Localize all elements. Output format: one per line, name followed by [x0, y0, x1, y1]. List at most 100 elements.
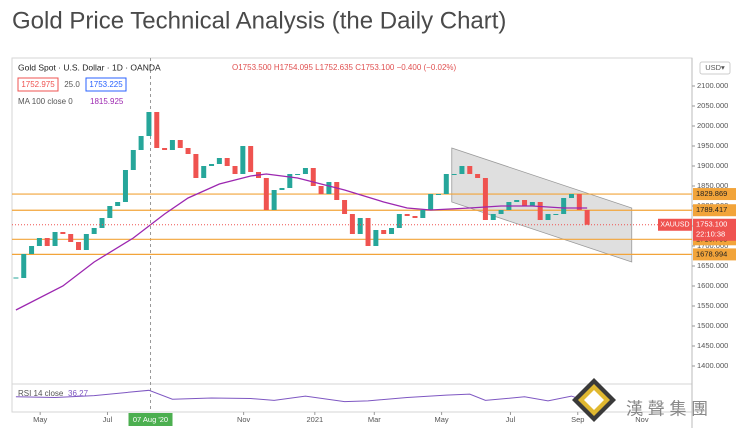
level-tag — [693, 204, 736, 217]
candle — [115, 202, 121, 206]
candle — [76, 242, 82, 250]
x-tick-label: Mar — [368, 415, 381, 424]
y-tick-label: 1450.000 — [697, 341, 728, 350]
candle — [185, 148, 191, 154]
candle — [21, 254, 27, 278]
candle — [169, 140, 175, 150]
watermark: 漢 聲 集 團 — [626, 399, 708, 418]
candle — [224, 158, 230, 166]
candle — [177, 140, 183, 148]
candle — [44, 238, 50, 246]
level-label: 1829.869 — [696, 189, 727, 198]
x-tick-label: Jul — [506, 415, 516, 424]
candle — [287, 174, 293, 188]
candle — [318, 186, 324, 194]
level-tag — [693, 248, 736, 261]
ohlc: O1753.500 H1754.095 L1752.635 C1753.100 … — [232, 63, 457, 72]
bid-box[interactable] — [17, 77, 59, 92]
candle — [522, 200, 528, 206]
logo — [572, 378, 616, 422]
candle — [467, 166, 473, 174]
candle — [381, 230, 387, 234]
candle — [122, 170, 128, 202]
ask: 1753.225 — [89, 80, 123, 89]
candle — [209, 164, 215, 166]
x-tick-label: Sep — [571, 415, 584, 424]
candle — [584, 210, 590, 225]
candle — [412, 216, 418, 218]
candle — [130, 150, 136, 170]
y-tick-label: 1650.000 — [697, 261, 728, 270]
candle — [36, 238, 42, 246]
candle — [568, 194, 574, 198]
ma-value: 1815.925 — [90, 97, 124, 106]
rsi-value: 36.27 — [68, 389, 89, 398]
candle — [342, 200, 348, 214]
level-label: 1789.417 — [696, 205, 727, 214]
candle — [420, 210, 426, 218]
ticker-tag — [658, 218, 692, 231]
candle — [302, 168, 308, 174]
x-tick-highlight — [128, 413, 173, 426]
ma-line — [15, 173, 588, 311]
page-title: Gold Price Technical Analysis (the Daily… — [12, 7, 506, 34]
candle — [334, 182, 340, 200]
x-tick-label: May — [33, 415, 47, 424]
candle — [68, 234, 74, 242]
y-tick-label: 2050.000 — [697, 101, 728, 110]
candle — [52, 232, 58, 246]
candle — [99, 218, 105, 228]
candle — [428, 194, 434, 210]
candle — [545, 214, 551, 220]
x-tick-label: 07 Aug '20 — [133, 415, 168, 424]
candle — [537, 202, 543, 220]
candle — [248, 146, 254, 172]
candle — [232, 166, 238, 174]
candle — [514, 200, 520, 202]
x-tick-label: May — [435, 415, 449, 424]
candle — [435, 194, 441, 195]
currency-box[interactable] — [699, 61, 731, 75]
currency[interactable]: USD▾ — [705, 63, 725, 72]
y-tick-label: 1850.000 — [697, 181, 728, 190]
y-tick-label: 1900.000 — [697, 161, 728, 170]
last-price-tag — [693, 218, 736, 241]
pane-border — [11, 57, 693, 413]
x-tick-label: 2021 — [306, 415, 323, 424]
last-price: 1753.100 — [696, 220, 727, 229]
y-tick-label: 2000.000 — [697, 121, 728, 130]
candle — [365, 218, 371, 246]
y-tick-label: 1500.000 — [697, 321, 728, 330]
candle — [193, 154, 199, 178]
candle — [295, 174, 301, 175]
candle — [162, 148, 168, 150]
chart: 2100.000 2050.000 2000.000 1950.000 1900.000… — [12, 58, 736, 426]
candle — [60, 232, 66, 234]
y-tick-label: 1600.000 — [697, 281, 728, 290]
candle — [349, 214, 355, 234]
rsi-label: RSI 14 close — [18, 389, 64, 398]
candle — [107, 206, 113, 218]
candle — [498, 210, 504, 214]
spread: 25.0 — [64, 80, 80, 89]
countdown: 22:10:38 — [696, 230, 725, 239]
ticker: XAUUSD — [660, 222, 689, 229]
candle — [373, 230, 379, 246]
ask-box[interactable] — [85, 77, 127, 92]
symbol: Gold Spot · U.S. Dollar · 1D · OANDA — [18, 62, 161, 72]
x-tick-label: Nov — [237, 415, 251, 424]
candle — [443, 174, 449, 194]
candle — [138, 136, 144, 150]
x-tick-label: Jul — [103, 415, 113, 424]
ma-label: MA 100 close 0 — [18, 97, 73, 106]
y-tick-label: 1700.000 — [697, 241, 728, 250]
candle — [310, 168, 316, 186]
candle — [201, 166, 207, 178]
candle — [553, 214, 559, 215]
x-tick-label: Nov — [635, 415, 649, 424]
candle — [271, 190, 277, 210]
candle — [240, 146, 246, 174]
candle — [263, 178, 269, 210]
candle — [216, 158, 222, 164]
candle — [404, 214, 410, 216]
